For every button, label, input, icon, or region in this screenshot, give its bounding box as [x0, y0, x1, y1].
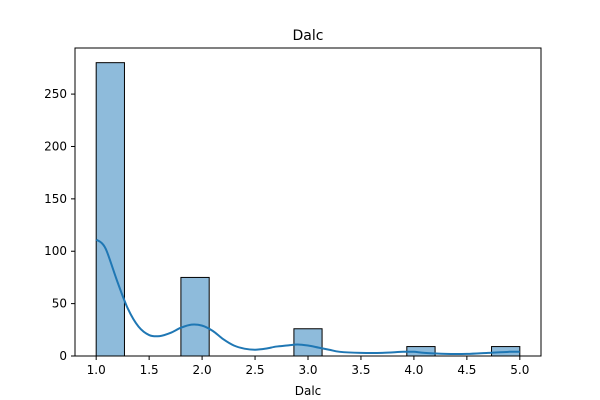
x-axis-label: Dalc — [295, 384, 322, 398]
x-axis-ticks: 1.0 1.5 2.0 2.5 3.0 3.5 4.0 4.5 5.0 — [87, 356, 529, 377]
x-tick-label: 1.5 — [140, 363, 159, 377]
kde-curve — [95, 238, 520, 356]
x-tick-label: 4.0 — [404, 363, 423, 377]
bars-group — [95, 62, 521, 357]
chart-title: Dalc — [293, 28, 324, 44]
x-tick-label: 2.0 — [193, 363, 212, 377]
x-tick-label: 1.0 — [87, 363, 106, 377]
y-tick-label: 250 — [44, 87, 67, 101]
y-tick-label: 0 — [59, 349, 67, 363]
y-tick-label: 50 — [52, 297, 67, 311]
x-tick-label: 4.5 — [457, 363, 476, 377]
x-tick-label: 2.5 — [245, 363, 264, 377]
histogram-bar — [293, 328, 323, 357]
histogram-bar — [180, 276, 210, 357]
y-tick-label: 150 — [44, 192, 67, 206]
y-tick-label: 200 — [44, 139, 67, 153]
plot-frame — [74, 47, 542, 357]
y-tick-label: 100 — [44, 244, 67, 258]
histogram-bar — [95, 62, 125, 357]
x-tick-label: 3.5 — [351, 363, 370, 377]
x-tick-label: 5.0 — [510, 363, 529, 377]
x-tick-label: 3.0 — [298, 363, 317, 377]
y-axis-ticks: 0 50 100 150 200 250 — [44, 87, 75, 363]
